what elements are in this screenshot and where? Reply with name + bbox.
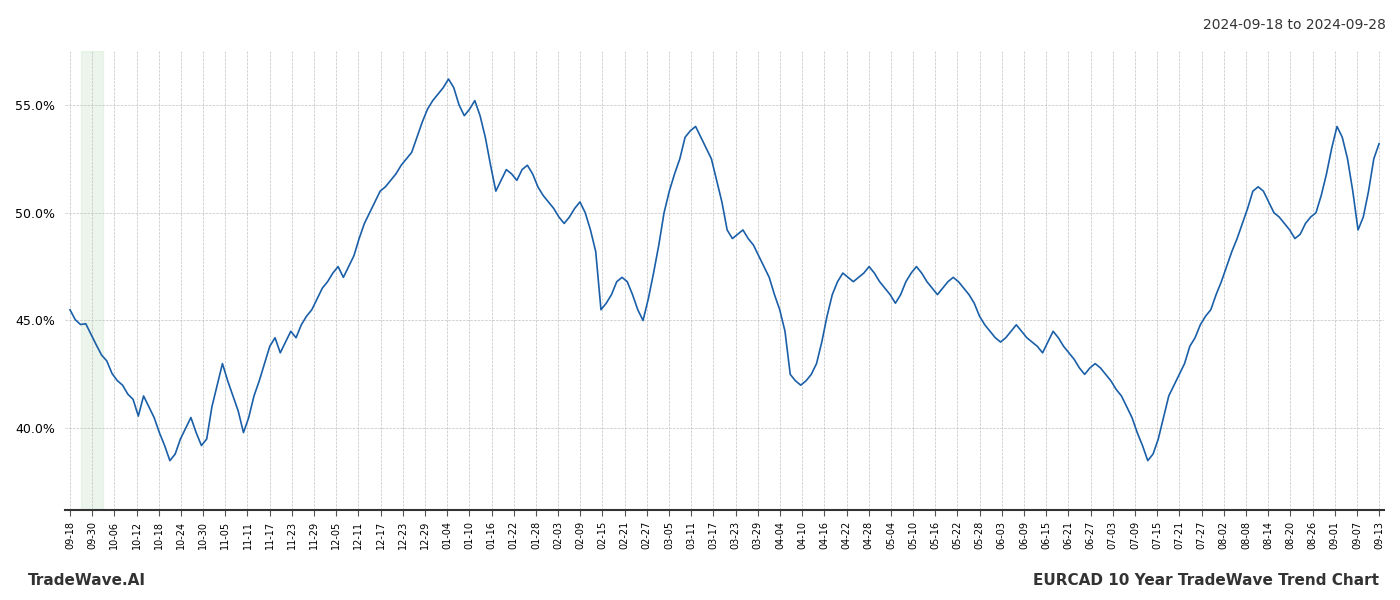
- Bar: [81, 51, 104, 510]
- Text: TradeWave.AI: TradeWave.AI: [28, 573, 146, 588]
- Text: 2024-09-18 to 2024-09-28: 2024-09-18 to 2024-09-28: [1203, 18, 1386, 32]
- Text: EURCAD 10 Year TradeWave Trend Chart: EURCAD 10 Year TradeWave Trend Chart: [1033, 573, 1379, 588]
